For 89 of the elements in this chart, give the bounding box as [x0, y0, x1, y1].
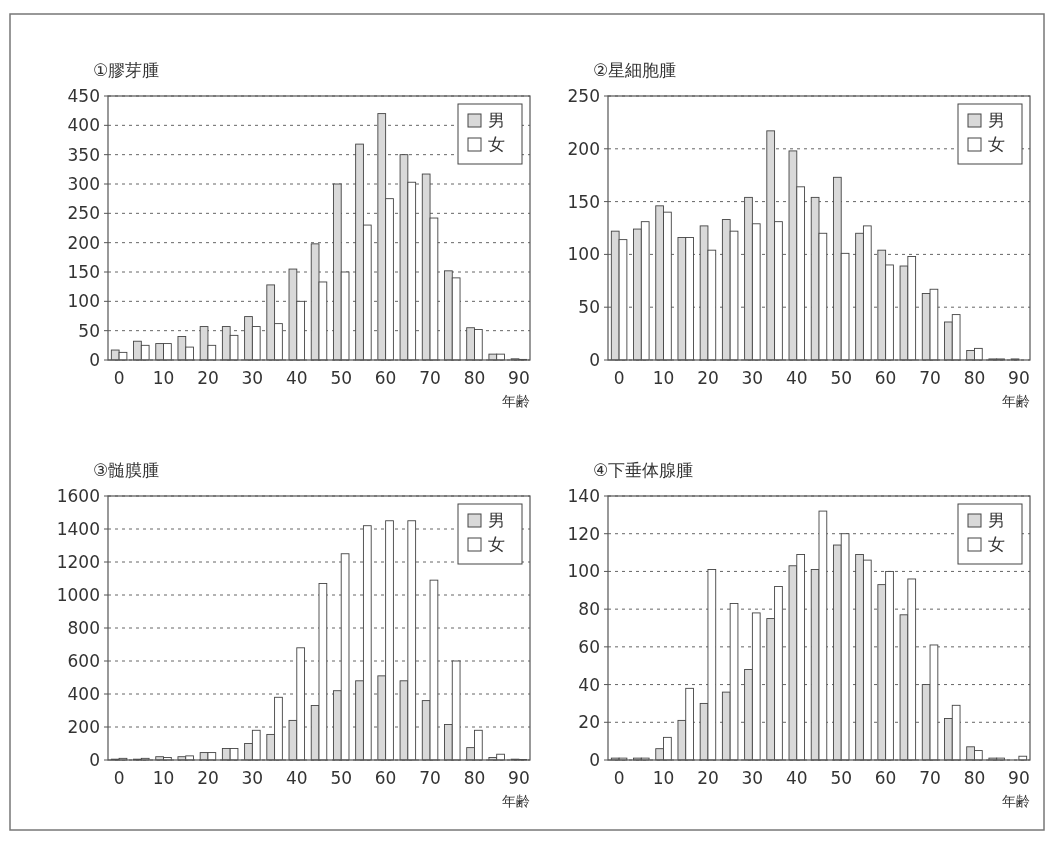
x-tick-label: 10	[152, 368, 175, 388]
x-tick-label: 20	[697, 768, 719, 788]
chart-title: ③髄膜腫	[93, 460, 160, 480]
x-tick-label: 70	[419, 768, 441, 788]
x-tick-label: 30	[241, 368, 264, 388]
x-tick-label: 70	[919, 768, 941, 788]
y-tick-label: 100	[67, 291, 100, 312]
x-tick-label: 60	[874, 768, 897, 788]
y-tick-label: 800	[67, 617, 100, 638]
y-tick-label: 200	[67, 716, 100, 737]
y-tick-label: 80	[578, 599, 600, 620]
x-tick-label: 80	[463, 368, 486, 388]
legend-label: 女	[988, 534, 1005, 554]
y-tick-label: 100	[567, 561, 600, 582]
legend-label: 女	[488, 134, 505, 154]
x-tick-label: 80	[463, 768, 486, 788]
x-tick-label: 30	[741, 768, 764, 788]
legend-label: 男	[988, 110, 1005, 130]
x-tick-label: 0	[613, 368, 625, 388]
y-tick-label: 0	[589, 349, 600, 370]
legend-label: 男	[988, 510, 1005, 530]
x-tick-label: 20	[197, 768, 219, 788]
x-axis-title: 年齢	[502, 793, 530, 809]
x-tick-label: 10	[652, 368, 675, 388]
y-tick-label: 50	[78, 320, 100, 341]
x-tick-label: 30	[741, 368, 764, 388]
x-tick-label: 40	[785, 368, 808, 388]
y-tick-label: 350	[67, 144, 100, 165]
x-tick-label: 20	[697, 368, 719, 388]
y-tick-label: 1000	[56, 584, 100, 605]
x-tick-label: 50	[830, 768, 853, 788]
y-tick-label: 200	[567, 138, 600, 159]
x-axis-title: 年齢	[1002, 793, 1030, 809]
y-tick-label: 20	[578, 712, 600, 733]
x-tick-label: 60	[374, 368, 397, 388]
x-tick-label: 90	[508, 768, 530, 788]
x-tick-label: 70	[419, 368, 441, 388]
y-tick-label: 60	[578, 636, 600, 657]
y-tick-label: 600	[67, 650, 100, 671]
chart-title: ④下垂体腺腫	[593, 460, 694, 480]
y-tick-label: 0	[89, 349, 100, 370]
x-tick-label: 80	[963, 768, 986, 788]
x-tick-label: 0	[613, 768, 625, 788]
y-tick-label: 150	[567, 191, 600, 212]
x-axis-title: 年齢	[502, 393, 530, 409]
y-tick-label: 150	[67, 261, 100, 282]
y-tick-label: 140	[567, 485, 600, 506]
x-tick-label: 0	[113, 368, 125, 388]
x-tick-label: 90	[1008, 768, 1030, 788]
x-tick-label: 60	[374, 768, 397, 788]
y-tick-label: 400	[67, 115, 100, 136]
chart-title: ②星細胞腫	[593, 60, 677, 80]
y-tick-label: 300	[67, 173, 100, 194]
chart-title: ①膠芽腫	[93, 60, 160, 80]
x-tick-label: 50	[330, 768, 353, 788]
y-tick-label: 120	[567, 523, 600, 544]
legend-label: 男	[488, 510, 505, 530]
y-tick-label: 200	[67, 232, 100, 253]
y-tick-label: 0	[589, 749, 600, 770]
y-tick-label: 400	[67, 683, 100, 704]
x-tick-label: 80	[963, 368, 986, 388]
y-tick-label: 250	[567, 85, 600, 106]
y-tick-label: 40	[578, 674, 600, 695]
x-axis-title: 年齢	[1002, 393, 1030, 409]
legend-label: 女	[988, 134, 1005, 154]
y-tick-label: 450	[67, 85, 100, 106]
y-tick-label: 1400	[56, 518, 100, 539]
x-tick-label: 90	[508, 368, 530, 388]
y-tick-label: 100	[567, 244, 600, 265]
x-tick-label: 70	[919, 368, 941, 388]
x-tick-label: 40	[285, 368, 308, 388]
x-tick-label: 30	[241, 768, 264, 788]
y-tick-label: 250	[67, 203, 100, 224]
legend-label: 女	[488, 534, 505, 554]
x-tick-label: 10	[152, 768, 175, 788]
x-tick-label: 10	[652, 768, 675, 788]
x-tick-label: 60	[874, 368, 897, 388]
x-tick-label: 40	[785, 768, 808, 788]
x-tick-label: 90	[1008, 368, 1030, 388]
legend-label: 男	[488, 110, 505, 130]
y-tick-label: 0	[89, 749, 100, 770]
x-tick-label: 50	[830, 368, 853, 388]
x-tick-label: 40	[285, 768, 308, 788]
y-tick-label: 1200	[56, 551, 100, 572]
y-tick-label: 1600	[56, 485, 100, 506]
x-tick-label: 0	[113, 768, 125, 788]
x-tick-label: 50	[330, 368, 353, 388]
x-tick-label: 20	[197, 368, 219, 388]
y-tick-label: 50	[578, 297, 600, 318]
